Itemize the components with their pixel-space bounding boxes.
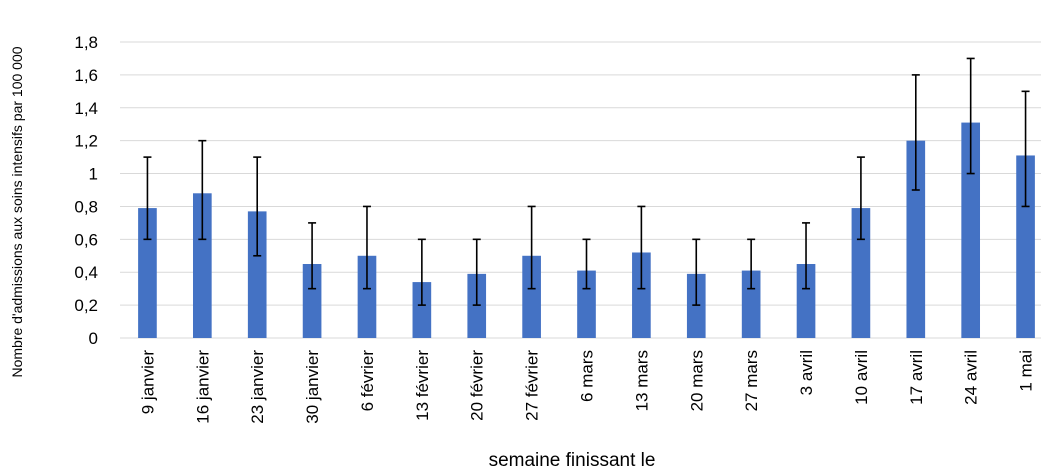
bar (686, 273, 706, 338)
x-axis-tick-labels: 9 janvier 16 janvier 23 janvier 30 janvier 6… (138, 350, 1035, 424)
x-tick-label: 23 janvier (248, 350, 267, 424)
bars (138, 122, 1035, 338)
x-tick-label: 13 février (413, 350, 432, 421)
x-tick-label: 6 mars (578, 350, 597, 402)
y-tick-label: 1,2 (74, 132, 98, 151)
y-tick-label: 0,8 (74, 197, 98, 216)
y-axis-tick-labels: 0 0,2 0,4 0,6 0,8 1 1,2 1,4 1,6 1,8 (74, 33, 98, 348)
bar (412, 282, 432, 338)
x-tick-label: 13 mars (632, 350, 651, 411)
error-bars (143, 57, 1030, 306)
y-tick-label: 0,2 (74, 296, 98, 315)
bar (192, 193, 212, 338)
x-tick-label: 17 avril (907, 350, 926, 405)
bar (632, 252, 651, 338)
x-tick-label: 1 mai (1017, 350, 1036, 392)
y-tick-label: 0,4 (74, 263, 98, 282)
gridlines (120, 41, 1041, 339)
x-tick-label: 20 mars (687, 350, 706, 411)
bar (1016, 155, 1035, 338)
bar (796, 264, 816, 338)
x-tick-label: 30 janvier (303, 350, 322, 424)
bar (467, 273, 487, 338)
x-tick-label: 6 février (358, 350, 377, 412)
x-tick-label: 3 avril (797, 350, 816, 395)
x-tick-label: 9 janvier (138, 350, 157, 415)
bar (522, 255, 541, 338)
x-tick-label: 16 janvier (193, 350, 212, 424)
y-tick-label: 0,6 (74, 230, 98, 249)
x-tick-label: 20 février (468, 350, 487, 421)
bar (357, 255, 377, 338)
y-tick-label: 1,6 (74, 66, 98, 85)
y-tick-label: 1,8 (74, 33, 98, 52)
bar (302, 264, 322, 338)
bar (961, 122, 981, 338)
y-tick-label: 1,4 (74, 99, 98, 118)
x-tick-label: 27 mars (742, 350, 761, 411)
y-tick-label: 0 (89, 329, 98, 348)
bar (138, 208, 157, 338)
x-tick-label: 10 avril (852, 350, 871, 405)
y-tick-label: 1 (89, 165, 98, 184)
bar (906, 140, 926, 338)
bar (247, 211, 267, 338)
bar (851, 208, 871, 338)
x-axis-title: semaine finissant le (489, 450, 656, 468)
bar (741, 270, 761, 338)
x-tick-label: 27 février (523, 350, 542, 421)
x-tick-label: 24 avril (962, 350, 981, 405)
bar (577, 270, 596, 338)
y-axis-title: Nombre d'admissions aux soins intensifs … (9, 46, 25, 377)
